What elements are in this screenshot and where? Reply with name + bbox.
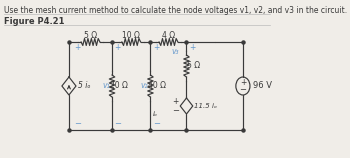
Text: 96 V: 96 V <box>253 82 272 91</box>
Text: iₒ: iₒ <box>153 111 158 117</box>
Text: +: + <box>75 43 81 52</box>
Text: v₃: v₃ <box>171 48 178 57</box>
Text: 5 Ω: 5 Ω <box>187 61 200 70</box>
Text: +: + <box>114 43 121 52</box>
Text: 5 Ω: 5 Ω <box>84 31 97 40</box>
Text: +: + <box>172 97 179 106</box>
Text: −: − <box>114 119 121 128</box>
Text: +: + <box>240 78 246 87</box>
Text: 11.5 iₒ: 11.5 iₒ <box>194 103 217 109</box>
Text: −: − <box>74 119 81 128</box>
Text: 10 Ω: 10 Ω <box>122 31 140 40</box>
Text: +: + <box>189 43 195 52</box>
Text: +: + <box>153 43 159 52</box>
Text: v₂: v₂ <box>140 82 148 91</box>
Text: −: − <box>172 106 179 115</box>
Text: Use the mesh current method to calculate the node voltages v1, v2, and v3 in the: Use the mesh current method to calculate… <box>4 6 347 15</box>
Text: −: − <box>153 119 160 128</box>
Text: Figure P4.21: Figure P4.21 <box>4 17 64 26</box>
Text: 40 Ω: 40 Ω <box>148 82 167 91</box>
Text: 20 Ω: 20 Ω <box>110 82 128 91</box>
Text: v₁: v₁ <box>102 82 110 91</box>
Text: 4 Ω: 4 Ω <box>162 31 175 40</box>
Text: −: − <box>239 85 246 94</box>
Text: 5 iₒ: 5 iₒ <box>78 82 90 91</box>
